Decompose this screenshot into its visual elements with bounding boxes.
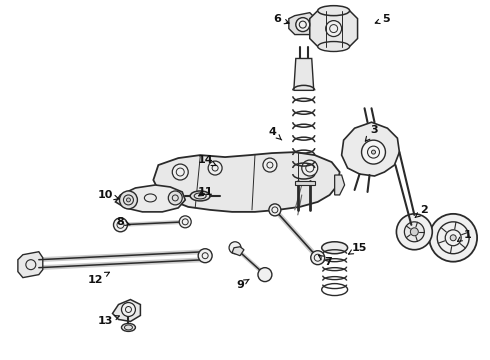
- Ellipse shape: [122, 323, 135, 332]
- Text: 15: 15: [348, 243, 367, 254]
- Text: 12: 12: [88, 272, 109, 285]
- Ellipse shape: [318, 6, 349, 15]
- Polygon shape: [342, 122, 399, 176]
- Circle shape: [311, 251, 325, 265]
- Text: 7: 7: [318, 255, 332, 267]
- Text: 14: 14: [197, 155, 216, 166]
- Text: 9: 9: [236, 279, 249, 289]
- Text: 3: 3: [366, 125, 378, 141]
- Circle shape: [263, 158, 277, 172]
- Text: 2: 2: [415, 205, 428, 217]
- Polygon shape: [146, 188, 160, 208]
- Circle shape: [302, 160, 318, 176]
- Polygon shape: [295, 181, 315, 185]
- Ellipse shape: [190, 191, 210, 201]
- Text: 10: 10: [98, 190, 119, 200]
- Text: 11: 11: [197, 187, 213, 197]
- Ellipse shape: [318, 41, 349, 51]
- Polygon shape: [310, 11, 358, 46]
- Text: 1: 1: [458, 230, 471, 242]
- Text: 4: 4: [269, 127, 282, 140]
- Circle shape: [114, 218, 127, 232]
- Polygon shape: [153, 152, 340, 212]
- Circle shape: [179, 216, 191, 228]
- Circle shape: [258, 268, 272, 282]
- Polygon shape: [18, 252, 43, 278]
- Circle shape: [126, 198, 130, 202]
- Text: 6: 6: [273, 14, 289, 24]
- Circle shape: [326, 21, 342, 37]
- Polygon shape: [113, 300, 141, 321]
- Circle shape: [371, 150, 375, 154]
- Text: 5: 5: [375, 14, 390, 24]
- Text: 8: 8: [117, 217, 130, 227]
- Circle shape: [450, 235, 456, 241]
- Circle shape: [410, 228, 418, 236]
- Circle shape: [362, 140, 386, 164]
- Polygon shape: [116, 185, 185, 212]
- Circle shape: [198, 249, 212, 263]
- Circle shape: [229, 242, 241, 254]
- Circle shape: [208, 161, 222, 175]
- Circle shape: [296, 18, 310, 32]
- Polygon shape: [232, 247, 244, 256]
- Circle shape: [172, 164, 188, 180]
- Polygon shape: [294, 58, 314, 90]
- Circle shape: [168, 191, 182, 205]
- Circle shape: [120, 191, 137, 209]
- Circle shape: [269, 204, 281, 216]
- Circle shape: [429, 214, 477, 262]
- Circle shape: [396, 214, 432, 250]
- Circle shape: [122, 302, 135, 316]
- Polygon shape: [335, 175, 344, 195]
- Circle shape: [404, 222, 424, 242]
- Polygon shape: [289, 13, 316, 35]
- Text: 13: 13: [98, 315, 120, 327]
- Ellipse shape: [322, 242, 347, 254]
